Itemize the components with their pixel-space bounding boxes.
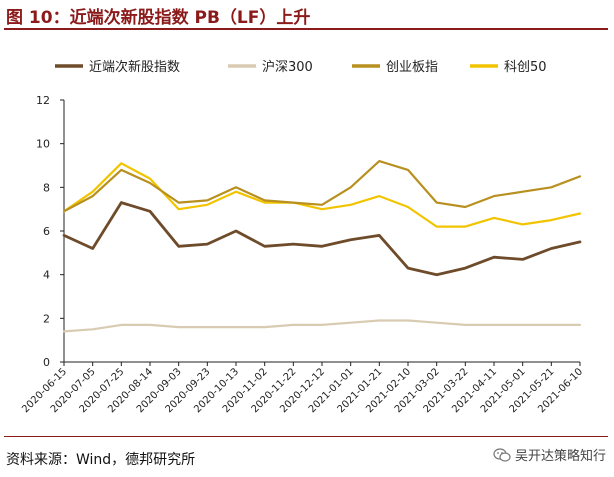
y-tick-label: 4	[43, 269, 50, 282]
chart-title: 图 10：近端次新股指数 PB（LF）上升	[6, 8, 311, 28]
source-divider	[4, 436, 608, 437]
y-tick-label: 8	[43, 181, 50, 194]
wechat-icon	[493, 447, 511, 462]
series-line-3	[62, 162, 582, 228]
series-lines	[62, 160, 582, 333]
axes: 0246810122020-06-152020-07-052020-07-252…	[20, 94, 585, 415]
legend-label: 沪深300	[262, 59, 313, 75]
pb-line-chart: 近端次新股指数 沪深300 创业板指 科创50 0246810122020-06-15…	[20, 59, 585, 415]
legend-label: 创业板指	[386, 60, 438, 75]
series-line-2	[62, 160, 582, 213]
series-line-1	[62, 319, 582, 333]
y-tick-label: 0	[43, 356, 50, 369]
y-tick-label: 12	[36, 94, 50, 107]
legend-label: 近端次新股指数	[89, 59, 180, 75]
watermark: 吴开达策略知行	[493, 445, 606, 464]
legend: 近端次新股指数 沪深300 创业板指 科创50	[55, 59, 547, 75]
source-note: 资料来源：Wind，德邦研究所	[6, 452, 196, 468]
y-tick-label: 10	[36, 138, 50, 151]
legend-label: 科创50	[504, 60, 547, 75]
series-line-0	[62, 201, 582, 277]
watermark-text: 吴开达策略知行	[514, 449, 606, 464]
y-tick-label: 2	[43, 312, 50, 325]
title-divider	[4, 28, 608, 30]
y-tick-label: 6	[43, 225, 50, 238]
